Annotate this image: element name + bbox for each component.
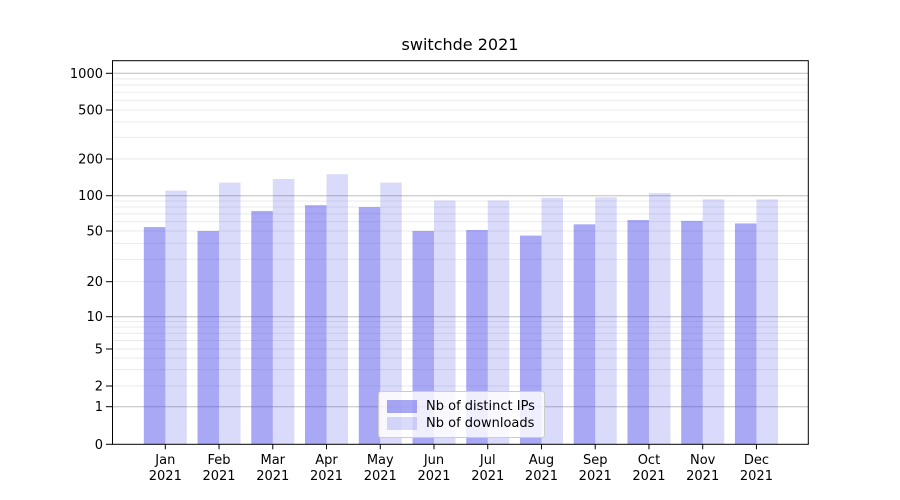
- bar-distinct-ips-Sep: [573, 224, 596, 445]
- x-tick-label-month-Aug: Aug: [529, 453, 554, 468]
- legend-label-downloads: Nb of downloads: [426, 415, 535, 431]
- x-tick-label-year-Mar: 2021: [256, 469, 289, 484]
- x-tick-label-month-Jul: Jul: [479, 453, 496, 468]
- x-tick-label-month-Oct: Oct: [638, 453, 660, 468]
- x-tick-label-month-Dec: Dec: [744, 453, 769, 468]
- y-tick-label-0: 0: [95, 438, 103, 453]
- legend-swatch-distinct-ips: [387, 399, 417, 413]
- legend-item-distinct-ips: Nb of distinct IPs: [387, 398, 536, 414]
- x-tick-label-year-Jan: 2021: [149, 469, 182, 484]
- bar-downloads-Jul: [487, 200, 510, 445]
- bar-downloads-Nov: [702, 199, 725, 445]
- bar-distinct-ips-Apr: [305, 205, 327, 445]
- x-tick-label-year-Jun: 2021: [417, 469, 450, 484]
- x-tick-label-month-Mar: Mar: [261, 453, 286, 468]
- bar-downloads-Dec: [756, 199, 778, 445]
- y-tick-label-100: 100: [78, 189, 103, 204]
- bar-downloads-Mar: [272, 179, 295, 445]
- bar-downloads-Jun: [434, 200, 456, 445]
- bar-distinct-ips-Feb: [197, 231, 220, 445]
- bar-distinct-ips-Jul: [466, 229, 488, 445]
- y-tick-label-5: 5: [95, 343, 103, 358]
- x-tick-label-month-Feb: Feb: [208, 453, 231, 468]
- x-tick-label-year-Jul: 2021: [471, 469, 504, 484]
- y-tick-label-1000: 1000: [70, 67, 103, 82]
- y-tick-label-200: 200: [78, 153, 103, 168]
- x-tick-label-year-May: 2021: [364, 469, 397, 484]
- bar-distinct-ips-May: [358, 207, 381, 445]
- bar-distinct-ips-Jan: [143, 227, 166, 445]
- x-tick-label-month-Jun: Jun: [423, 453, 444, 468]
- y-tick-label-1: 1: [95, 400, 103, 415]
- x-tick-label-year-Dec: 2021: [740, 469, 773, 484]
- bar-downloads-Jan: [165, 190, 187, 445]
- bar-distinct-ips-Dec: [734, 223, 757, 445]
- x-tick-label-year-Apr: 2021: [310, 469, 343, 484]
- x-tick-label-month-May: May: [367, 453, 394, 468]
- x-tick-label-year-Aug: 2021: [525, 469, 558, 484]
- x-tick-label-year-Oct: 2021: [632, 469, 665, 484]
- legend-swatch-downloads: [387, 416, 417, 430]
- bar-downloads-May: [380, 182, 402, 445]
- legend-label-distinct-ips: Nb of distinct IPs: [426, 398, 535, 414]
- plot-border: [112, 60, 809, 445]
- bar-distinct-ips-Oct: [627, 220, 649, 445]
- y-tick-label-50: 50: [86, 225, 103, 240]
- chart-title: switchde 2021: [401, 35, 519, 54]
- bar-distinct-ips-Mar: [251, 211, 273, 445]
- x-tick-label-month-Jan: Jan: [154, 453, 175, 468]
- x-tick-label-month-Sep: Sep: [583, 453, 608, 468]
- x-tick-label-month-Nov: Nov: [690, 453, 716, 468]
- legend: Nb of distinct IPs Nb of downloads: [378, 391, 545, 438]
- x-tick-label-year-Nov: 2021: [686, 469, 719, 484]
- y-tick-label-500: 500: [78, 104, 103, 119]
- bar-downloads-Aug: [541, 197, 563, 445]
- bar-distinct-ips-Jun: [412, 231, 434, 445]
- bar-downloads-Feb: [219, 182, 241, 445]
- x-tick-label-year-Sep: 2021: [579, 469, 612, 484]
- legend-item-downloads: Nb of downloads: [387, 415, 536, 431]
- y-tick-label-10: 10: [86, 310, 103, 325]
- bar-downloads-Oct: [648, 193, 671, 445]
- x-tick-label-year-Feb: 2021: [202, 469, 235, 484]
- bar-downloads-Apr: [326, 174, 349, 445]
- bar-downloads-Sep: [595, 197, 617, 445]
- x-tick-label-month-Apr: Apr: [315, 453, 338, 468]
- y-tick-label-20: 20: [86, 275, 103, 290]
- y-tick-label-2: 2: [95, 380, 103, 395]
- bar-distinct-ips-Nov: [681, 220, 703, 445]
